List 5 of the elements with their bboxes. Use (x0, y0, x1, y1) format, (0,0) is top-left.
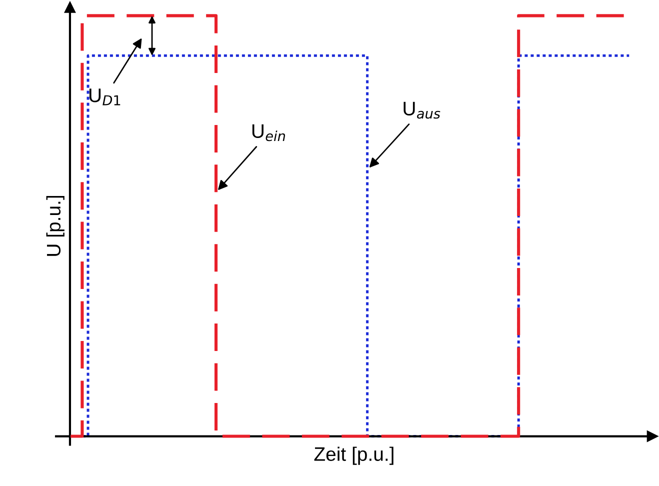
x-axis-title: Zeit [p.u.] (314, 446, 394, 465)
series-label: U$_{aus}$ (404, 102, 440, 119)
annotation: U$_{D1}$ (90, 88, 120, 106)
series-label: U$_{ein}$ (252, 124, 286, 142)
y-axis-title: U [p.u.] (46, 196, 64, 256)
